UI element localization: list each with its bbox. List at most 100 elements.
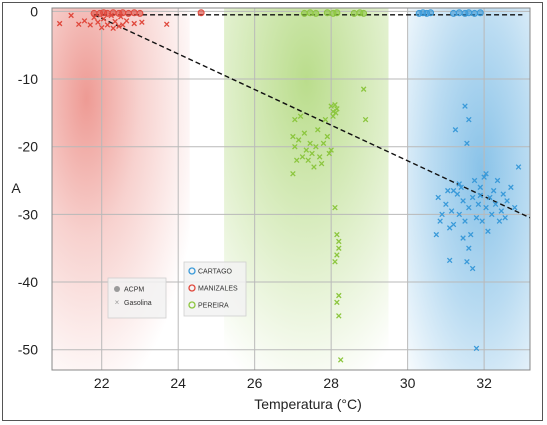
point-acpm-pereira [360,9,368,17]
x-tick-label: 32 [476,375,492,391]
point-gasolina-cartago [489,211,495,218]
legend-markers: ACPM × Gasolina [107,277,167,319]
point-gasolina-cartago [450,187,457,194]
legend-manizales-label: MANIZALES [198,286,238,293]
x-axis-label: Temperatura (°C) [254,396,362,412]
point-acpm-cartago [476,9,484,17]
point-gasolina-cartago [458,184,464,191]
point-gasolina-manizales [131,20,137,27]
point-gasolina-manizales [98,24,105,31]
point-acpm-pereira [333,9,341,17]
point-acpm-cartago [471,9,479,17]
point-gasolina-pereira [290,171,296,177]
point-gasolina-cartago [475,201,482,207]
legend-cartago-label: CARTAGO [198,269,233,276]
point-gasolina-cartago [443,201,449,207]
point-gasolina-cartago [494,177,501,184]
point-gasolina-cartago [504,198,510,204]
point-gasolina-pereira [336,245,342,251]
point-gasolina-cartago [437,218,443,224]
y-axis-label: A [11,180,21,196]
point-gasolina-pereira [328,103,334,109]
point-gasolina-cartago [467,231,474,238]
point-gasolina-pereira [315,127,321,133]
manizales-legend-icon [188,284,196,292]
point-gasolina-cartago [452,127,459,133]
acpm-legend-icon [114,286,120,292]
point-gasolina-pereira [297,113,304,120]
point-gasolina-cartago [485,228,491,235]
point-acpm-pereira [300,9,308,17]
legend-cities: CARTAGO MANIZALES PEREIRA [183,261,247,317]
data-points [56,9,522,363]
point-gasolina-pereira [293,157,300,164]
point-gasolina-pereira [336,313,342,319]
point-gasolina-pereira [362,116,369,123]
point-gasolina-manizales [104,22,111,28]
point-gasolina-manizales [87,22,93,28]
point-gasolina-pereira [324,133,331,140]
point-gasolina-cartago [498,208,505,214]
point-acpm-manizales [130,9,138,17]
point-gasolina-pereira [328,147,334,153]
point-gasolina-cartago [456,211,463,218]
point-gasolina-cartago [466,204,472,211]
point-gasolina-cartago [462,103,468,109]
point-gasolina-manizales [112,18,118,25]
point-gasolina-manizales [81,18,88,24]
point-gasolina-pereira [334,231,340,238]
point-gasolina-pereira [322,116,329,123]
point-gasolina-manizales [110,25,116,32]
point-gasolina-pereira [334,106,340,112]
point-gasolina-cartago [473,345,480,352]
point-gasolina-cartago [448,208,455,214]
point-acpm-cartago [455,9,463,17]
point-gasolina-cartago [464,140,470,147]
point-gasolina-pereira [337,357,344,363]
point-acpm-cartago [427,9,435,17]
legend-acpm-label: ACPM [124,287,144,294]
legend-gasolina-label: Gasolina [124,300,152,307]
point-gasolina-cartago [479,218,485,224]
point-gasolina-manizales [95,19,101,25]
point-gasolina-cartago [460,235,466,241]
point-gasolina-manizales [100,16,107,22]
point-gasolina-cartago [446,257,453,264]
gasolina-legend-icon: × [115,298,120,307]
point-gasolina-cartago [471,177,478,184]
point-gasolina-cartago [492,201,499,207]
point-gasolina-pereira [334,299,340,306]
point-acpm-pereira [312,9,320,17]
point-acpm-pereira [350,9,358,17]
point-gasolina-pereira [332,101,338,108]
y-tick-label: -50 [18,342,38,358]
point-acpm-manizales [197,9,205,17]
point-gasolina-manizales [76,21,82,27]
x-tick-label: 30 [400,375,416,391]
point-gasolina-manizales [116,23,122,30]
point-gasolina-cartago [490,187,497,194]
point-gasolina-cartago [450,221,457,228]
point-gasolina-pereira [299,154,306,160]
point-gasolina-pereira [318,160,325,167]
y-tick-label: -10 [18,71,38,87]
point-gasolina-pereira [316,154,323,160]
point-gasolina-cartago [433,231,440,238]
point-gasolina-pereira [334,252,340,258]
point-gasolina-manizales [163,21,170,27]
point-gasolina-cartago [483,171,489,177]
point-gasolina-manizales [119,22,126,28]
y-tick-label: 0 [30,3,38,19]
point-gasolina-pereira [292,116,298,123]
point-gasolina-pereira [295,137,302,143]
point-gasolina-pereira [360,86,367,92]
point-gasolina-cartago [483,204,489,211]
point-gasolina-cartago [466,245,472,251]
plot-border [51,7,531,371]
x-axis-ticks: 22 24 26 28 30 32 [94,375,492,391]
point-gasolina-cartago [439,211,445,218]
point-gasolina-cartago [469,194,476,201]
point-acpm-cartago [465,9,473,17]
point-gasolina-cartago [496,218,503,224]
